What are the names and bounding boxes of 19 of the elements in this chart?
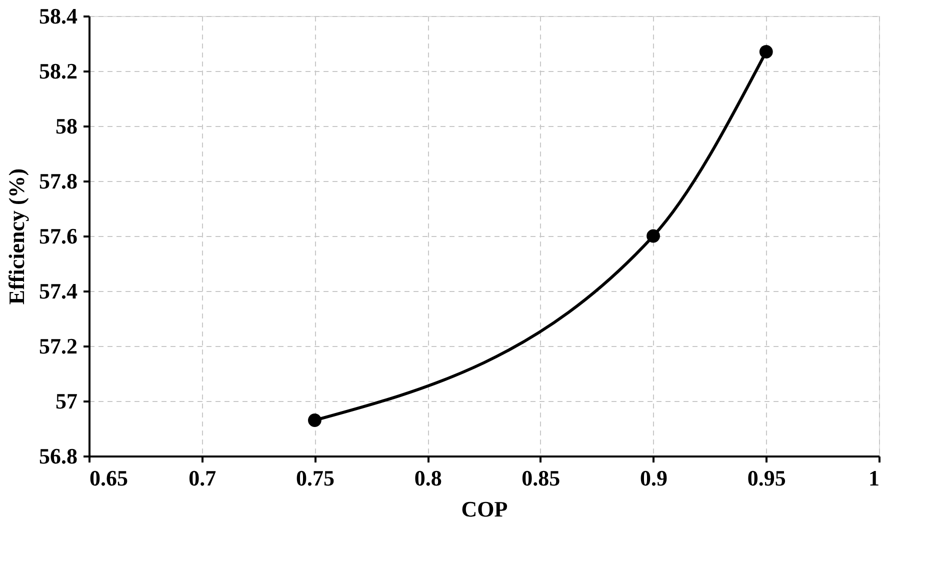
x-tick-label: 0.95: [747, 466, 786, 490]
y-tick-label: 57.2: [39, 334, 78, 358]
y-tick-label: 56.8: [39, 444, 78, 468]
x-tick-label: 0.65: [90, 466, 128, 490]
y-tick-label: 57.8: [39, 168, 78, 194]
y-tick-label: 57.6: [39, 224, 78, 248]
x-tick-label: 0.85: [522, 466, 560, 490]
x-tick-label: 1: [868, 466, 880, 490]
x-tick-label: 0.9: [640, 466, 668, 490]
y-tick-label: 58.4: [39, 4, 78, 28]
y-axis-title: Efficiency (%): [4, 168, 29, 305]
x-tick-label: 0.7: [188, 466, 216, 490]
y-tick-label: 58: [56, 114, 78, 138]
y-tick-label: 57.4: [39, 278, 78, 304]
x-tick-label: 0.8: [414, 466, 442, 490]
x-tick-label: 0.75: [296, 466, 334, 490]
y-tick-label: 58.2: [39, 58, 78, 84]
y-tick-label: 57: [56, 388, 78, 414]
x-axis-title: COP: [461, 496, 508, 522]
